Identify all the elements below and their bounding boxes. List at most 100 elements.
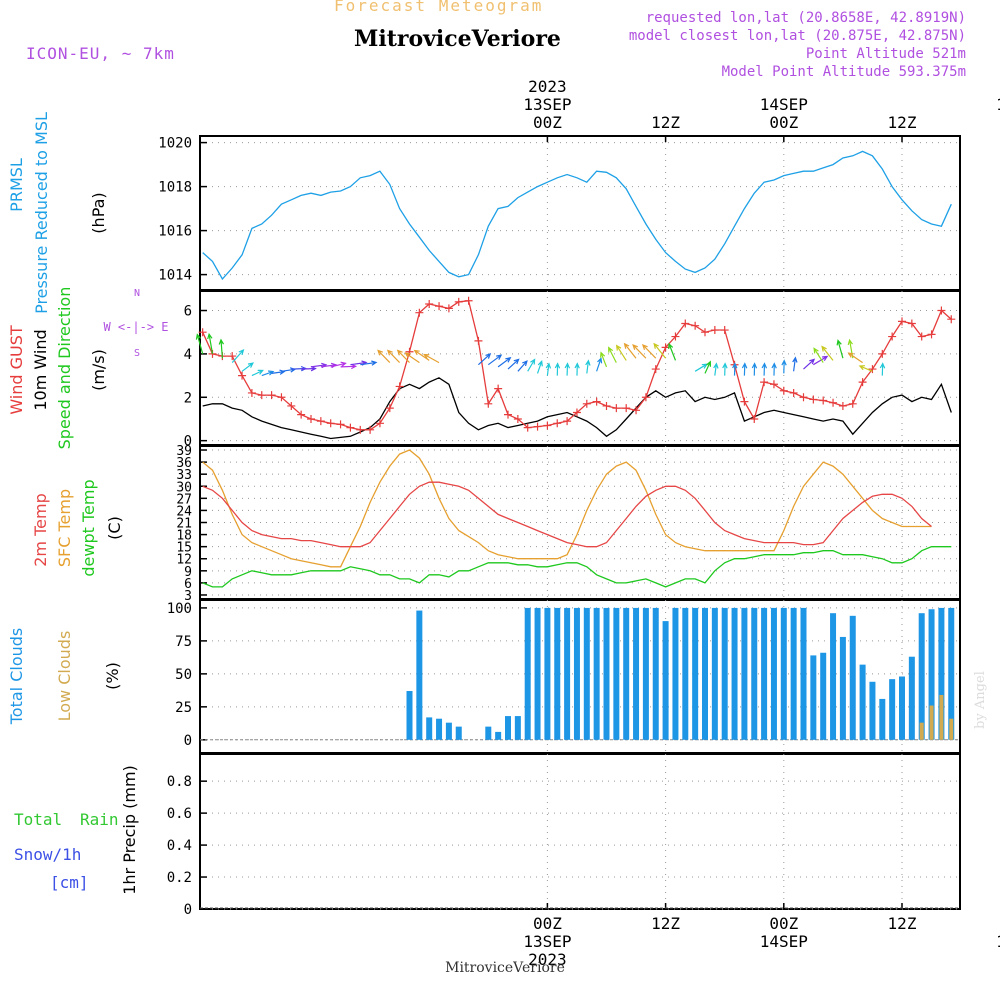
gust-marker (602, 401, 611, 410)
cloud-total-bar (859, 664, 866, 740)
wind-direction-arrow (251, 369, 264, 377)
model-point-altitude: Model Point Altitude 593.375m (721, 64, 966, 80)
wind-direction-arrow (545, 362, 552, 376)
time-label-bottom: 13SEP (523, 932, 571, 951)
wind-direction-arrow (722, 362, 728, 376)
wind-direction-arrow (751, 362, 758, 376)
cloud-total-bar (534, 607, 541, 740)
temp-unit: (C) (105, 516, 124, 540)
ytick-label-temp: 3 (184, 589, 192, 604)
cloud-total-bar (652, 607, 659, 740)
gust-marker (848, 399, 857, 408)
wind-direction-arrow (813, 347, 824, 363)
pressure-unit: (hPa) (89, 192, 108, 233)
gust-marker (632, 406, 641, 415)
clouds-label-low: Low Clouds (55, 631, 74, 722)
clouds-label-total: Total Clouds (7, 628, 26, 726)
cloud-total-bar (889, 679, 896, 740)
gust-marker (356, 425, 365, 434)
compass-we: W <-|-> E (103, 320, 168, 334)
time-label-bottom: 00Z (769, 914, 798, 933)
gust-marker (612, 404, 621, 413)
cloud-total-bar (770, 607, 777, 740)
cloud-total-bar (741, 607, 748, 740)
ytick-label-precip: 0.6 (167, 806, 192, 822)
wind-label-direction: Speed and Direction (55, 287, 74, 450)
wind-direction-arrow (732, 362, 738, 376)
time-label-top: 00Z (769, 113, 798, 132)
ytick-label-precip: 0.2 (167, 870, 192, 886)
gust-marker (691, 321, 700, 330)
wind-direction-arrow (713, 362, 719, 376)
wind-direction-arrow (423, 353, 440, 364)
gust-marker (799, 393, 808, 402)
station-title: MitroviceVeriore (354, 26, 561, 52)
ytick-label-clouds: 100 (167, 601, 192, 617)
clouds-unit: (%) (103, 662, 122, 690)
gust-marker (533, 422, 542, 431)
wind-direction-arrow (879, 362, 886, 376)
gust-marker (592, 397, 601, 406)
gust-marker (838, 401, 847, 410)
gust-marker (287, 401, 296, 410)
cloud-total-bar (682, 607, 689, 740)
point-altitude: Point Altitude 521m (805, 46, 966, 62)
ytick-label-temp: 27 (176, 492, 192, 507)
gust-marker (651, 365, 660, 374)
wind-direction-arrow (231, 348, 245, 363)
cloud-low-bar (929, 705, 934, 740)
time-label-bottom: 2023 (528, 950, 567, 969)
wind-direction-arrow (554, 362, 561, 376)
gust-marker (779, 386, 788, 395)
wind-label-10m: 10m Wind (31, 329, 50, 410)
cloud-low-bar (919, 722, 924, 740)
cloud-total-bar (761, 607, 768, 740)
cloud-total-bar (583, 607, 590, 740)
cloud-total-bar (514, 716, 521, 740)
gust-marker (829, 398, 838, 407)
temp-label-2m: 2m Temp (31, 493, 50, 567)
wind-direction-arrow (477, 352, 492, 366)
cloud-total-bar (495, 731, 502, 740)
wind-direction-arrow (847, 352, 863, 364)
compass-n: N (134, 288, 140, 299)
time-label-top: 12Z (888, 113, 917, 132)
gust-marker (375, 419, 384, 428)
cloud-total-bar (445, 722, 452, 740)
cloud-total-bar (603, 607, 610, 740)
cloud-total-bar (436, 718, 443, 740)
cloud-total-bar (505, 716, 511, 740)
sfc-temp-line (202, 449, 932, 568)
gust-marker (641, 393, 650, 402)
wind-direction-arrow (574, 362, 580, 376)
credit-label: by Angel (973, 671, 988, 729)
cloud-total-bar (820, 652, 827, 740)
cloud-total-bar (839, 636, 846, 740)
gust-marker (523, 423, 532, 432)
cloud-total-bar (702, 607, 708, 740)
cloud-total-bar (692, 607, 699, 740)
gust-marker (464, 296, 473, 305)
cloud-total-bar (869, 681, 876, 740)
wind-direction-arrow (632, 343, 647, 359)
wind-direction-arrow (600, 351, 608, 368)
panel-frame-clouds (199, 599, 961, 754)
cloud-total-bar (672, 607, 679, 740)
ytick-label-wind: 0 (184, 434, 192, 450)
cloud-total-bar (416, 610, 423, 740)
cloud-total-bar (751, 607, 758, 740)
gust-marker (927, 330, 936, 339)
gust-marker (247, 388, 256, 397)
requested-location: requested lon,lat (20.8658E, 42.8919N) (645, 10, 966, 26)
ytick-label-clouds: 75 (175, 634, 192, 650)
wind-label-gust: Wind GUST (7, 325, 26, 415)
gust-marker (336, 420, 345, 429)
closest-location: model closest lon,lat (20.875E, 42.875N) (628, 28, 966, 44)
wind-direction-arrow (218, 338, 225, 359)
cloud-total-bar (721, 607, 728, 740)
gust-marker (454, 297, 463, 306)
gust-marker (898, 317, 906, 326)
gust-marker (198, 328, 207, 337)
gust-marker (888, 332, 897, 341)
temp-label-sfc: SFC Temp (55, 489, 74, 567)
